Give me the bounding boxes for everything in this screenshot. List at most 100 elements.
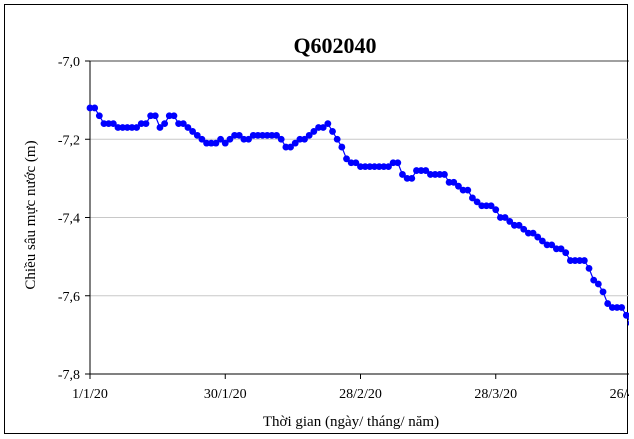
data-point — [590, 276, 598, 284]
y-tick-label: -7,4 — [58, 212, 80, 227]
gridlines — [90, 138, 629, 297]
series-line — [90, 107, 629, 321]
x-tick-label: 30/1/20 — [204, 387, 247, 402]
data-point — [520, 225, 528, 233]
data-point — [235, 131, 243, 139]
data-point — [594, 280, 602, 288]
data-point — [231, 131, 238, 139]
data-point — [511, 221, 518, 229]
data-point — [147, 112, 155, 120]
data-point — [431, 171, 439, 178]
axes — [85, 60, 629, 379]
data-point — [207, 139, 215, 147]
y-tick-label: -7,8 — [58, 368, 80, 383]
data-point — [613, 304, 621, 311]
data-point — [128, 124, 136, 131]
data-point — [324, 120, 332, 127]
data-point — [422, 167, 430, 174]
data-point — [109, 120, 117, 127]
data-point — [469, 194, 476, 202]
data-point — [282, 143, 290, 151]
data-point — [273, 131, 280, 139]
data-point — [552, 245, 560, 253]
data-points — [86, 104, 629, 326]
data-point — [380, 163, 388, 171]
y-tick-label: -7,2 — [58, 133, 80, 148]
data-point — [408, 174, 416, 182]
data-point — [455, 182, 462, 190]
data-point — [562, 249, 570, 257]
data-point — [450, 178, 458, 186]
data-point — [366, 163, 374, 171]
data-point — [133, 124, 141, 131]
data-point — [557, 245, 565, 253]
data-point — [543, 241, 551, 249]
y-tick-label: -7,6 — [58, 290, 80, 305]
data-point — [151, 112, 159, 120]
data-point — [352, 159, 360, 167]
data-point — [534, 233, 542, 241]
data-point — [333, 135, 341, 143]
data-point — [268, 131, 276, 139]
data-point — [198, 135, 206, 143]
data-point — [515, 221, 523, 229]
data-point — [226, 135, 234, 143]
y-axis-title: Chiều sâu mực nước (m) — [23, 140, 39, 289]
data-point — [259, 131, 266, 139]
data-point — [319, 124, 327, 131]
data-point — [618, 304, 626, 311]
data-point — [203, 139, 210, 147]
data-point — [100, 120, 108, 127]
data-point — [217, 135, 224, 143]
data-point — [357, 163, 364, 171]
y-tick-labels: -7,0 -7,2 -7,4 -7,6 -7,8 — [58, 55, 80, 383]
data-point — [343, 155, 350, 163]
chart-frame: Q602040 -7,0 -7,2 -7,4 -7,6 -7,8 1/1/20 30/1/… — [4, 4, 629, 434]
data-point — [525, 229, 532, 237]
data-point — [310, 128, 318, 135]
data-point — [137, 120, 145, 127]
data-point — [114, 124, 122, 131]
data-point — [361, 163, 369, 171]
data-point — [254, 131, 262, 139]
data-point — [622, 311, 629, 319]
data-point — [165, 112, 173, 120]
data-point — [315, 124, 322, 131]
data-point — [506, 218, 514, 225]
data-point — [240, 135, 248, 143]
data-point — [492, 206, 500, 214]
data-point — [119, 124, 127, 131]
data-point — [627, 320, 629, 326]
x-tick-label: 28/2/20 — [339, 387, 382, 402]
data-point — [142, 120, 150, 127]
y-tick-label: -7,0 — [58, 55, 80, 70]
data-point — [189, 128, 197, 135]
data-point — [301, 135, 308, 143]
chart-title: Q602040 — [293, 33, 376, 58]
data-point — [478, 202, 486, 210]
data-point — [459, 186, 467, 194]
data-point — [445, 178, 453, 186]
x-tick-label: 26/4/20 — [610, 387, 629, 402]
data-point — [86, 104, 94, 112]
data-point — [385, 163, 392, 171]
data-point — [487, 202, 495, 210]
data-point — [123, 124, 131, 131]
data-point — [548, 241, 556, 249]
data-point — [291, 139, 299, 147]
data-point — [277, 135, 285, 143]
data-point — [91, 104, 99, 112]
data-point — [394, 159, 402, 167]
data-point — [538, 237, 546, 245]
data-point — [497, 214, 504, 221]
data-point — [566, 257, 574, 264]
data-point — [175, 120, 183, 127]
x-tick-label: 1/1/20 — [72, 387, 108, 402]
data-point — [305, 131, 313, 139]
data-point — [473, 198, 481, 206]
data-point — [329, 128, 336, 135]
data-point — [193, 131, 201, 139]
data-point — [375, 163, 383, 171]
data-point — [212, 139, 220, 147]
data-point — [585, 264, 593, 272]
